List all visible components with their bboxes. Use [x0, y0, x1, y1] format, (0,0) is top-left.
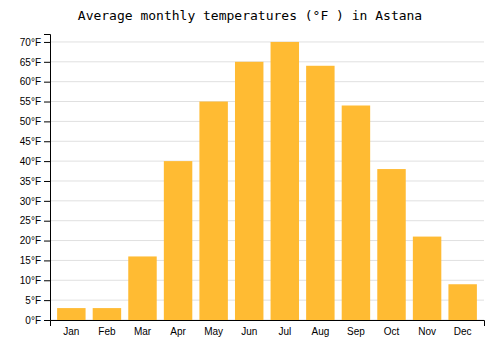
tick: Jan — [63, 326, 79, 337]
grid-line — [50, 41, 484, 42]
tick-mark — [44, 260, 50, 261]
chart: Average monthly temperatures (°F ) in As… — [0, 0, 500, 350]
tick-label: 20°F — [20, 235, 41, 246]
tick: May — [204, 326, 223, 337]
tick-mark — [44, 161, 50, 162]
tick: 15°F — [20, 255, 50, 266]
grid-line — [50, 161, 484, 162]
tick: Nov — [418, 326, 436, 337]
tick: Apr — [170, 326, 186, 337]
grid-line — [50, 180, 484, 181]
axis-domain — [44, 35, 51, 321]
tick-label: Jun — [241, 326, 257, 337]
tick-mark — [44, 62, 50, 63]
tick: 0°F — [25, 315, 50, 326]
bar — [271, 42, 299, 320]
tick-label: 5°F — [25, 295, 41, 306]
x-axis: Jan Feb Mar Apr May Jun Jul Aug Sep Oct Nov Dec — [51, 321, 485, 338]
grid-line — [50, 81, 484, 82]
tick-mark — [44, 320, 50, 321]
tick: Aug — [311, 326, 329, 337]
tick-label: Aug — [311, 326, 329, 337]
tick-label: 45°F — [20, 136, 41, 147]
tick-label: Jan — [63, 326, 79, 337]
tick: Oct — [384, 326, 400, 337]
tick: 50°F — [20, 116, 50, 127]
bar — [448, 284, 476, 320]
tick-label: 15°F — [20, 255, 41, 266]
tick-mark — [44, 42, 50, 43]
tick: Feb — [98, 326, 116, 337]
bar — [93, 308, 121, 320]
grid-line — [50, 200, 484, 201]
grid-line — [50, 121, 484, 122]
tick-label: 10°F — [20, 275, 41, 286]
tick-mark — [44, 121, 50, 122]
title: Average monthly temperatures (°F ) in As… — [78, 8, 422, 23]
tick-label: Mar — [134, 326, 152, 337]
tick: Dec — [454, 326, 472, 337]
bar — [235, 62, 263, 320]
tick-label: Nov — [418, 326, 436, 337]
tick-label: 35°F — [20, 176, 41, 187]
tick-mark — [44, 280, 50, 281]
bar — [128, 256, 156, 320]
tick-label: 60°F — [20, 76, 41, 87]
tick: 5°F — [25, 295, 50, 306]
tick-label: Feb — [98, 326, 116, 337]
y-axis: 0°F 5°F 10°F 15°F 20°F 25°F 30°F 35°F 40°F 45°F 50… — [20, 35, 51, 326]
tick: 65°F — [20, 57, 50, 68]
bar — [164, 161, 192, 320]
tick: Sep — [347, 326, 365, 337]
tick-mark — [44, 221, 50, 222]
tick-mark — [44, 181, 50, 182]
tick: 55°F — [20, 96, 50, 107]
tick-label: 30°F — [20, 196, 41, 207]
bar — [342, 106, 370, 321]
plot: 0°F 5°F 10°F 15°F 20°F 25°F 30°F 35°F 40°F 45°F 50… — [20, 35, 485, 338]
grid-line — [50, 61, 484, 62]
tick-mark — [44, 102, 50, 103]
tick-label: 0°F — [25, 315, 41, 326]
tick: 25°F — [20, 215, 50, 226]
grid — [50, 42, 484, 320]
tick-mark — [44, 141, 50, 142]
tick-label: 65°F — [20, 57, 41, 68]
tick: Jul — [278, 326, 291, 337]
bar — [377, 169, 405, 320]
bars — [57, 42, 477, 320]
tick-mark — [44, 201, 50, 202]
grid-line — [50, 101, 484, 102]
tick: 45°F — [20, 136, 50, 147]
tick-label: 55°F — [20, 96, 41, 107]
grid-line — [50, 141, 484, 142]
tick-label: Apr — [170, 326, 186, 337]
tick-label: Dec — [454, 326, 472, 337]
bar — [306, 66, 334, 320]
tick-label: Jul — [278, 326, 291, 337]
grid-line — [50, 220, 484, 221]
bar — [413, 237, 441, 320]
bar — [199, 102, 227, 320]
tick: 40°F — [20, 156, 50, 167]
tick-mark — [44, 82, 50, 83]
tick-label: May — [204, 326, 223, 337]
tick-label: 50°F — [20, 116, 41, 127]
tick: 35°F — [20, 176, 50, 187]
tick: Mar — [134, 326, 152, 337]
bar — [57, 308, 85, 320]
tick-label: Oct — [384, 326, 400, 337]
tick: 30°F — [20, 196, 50, 207]
tick: 10°F — [20, 275, 50, 286]
tick-label: 25°F — [20, 215, 41, 226]
tick: Jun — [241, 326, 257, 337]
tick: 70°F — [20, 37, 50, 48]
tick-mark — [44, 300, 50, 301]
tick-label: 40°F — [20, 156, 41, 167]
tick-label: 70°F — [20, 37, 41, 48]
tick-label: Sep — [347, 326, 365, 337]
tick-mark — [44, 241, 50, 242]
tick: 20°F — [20, 235, 50, 246]
tick: 60°F — [20, 76, 50, 87]
